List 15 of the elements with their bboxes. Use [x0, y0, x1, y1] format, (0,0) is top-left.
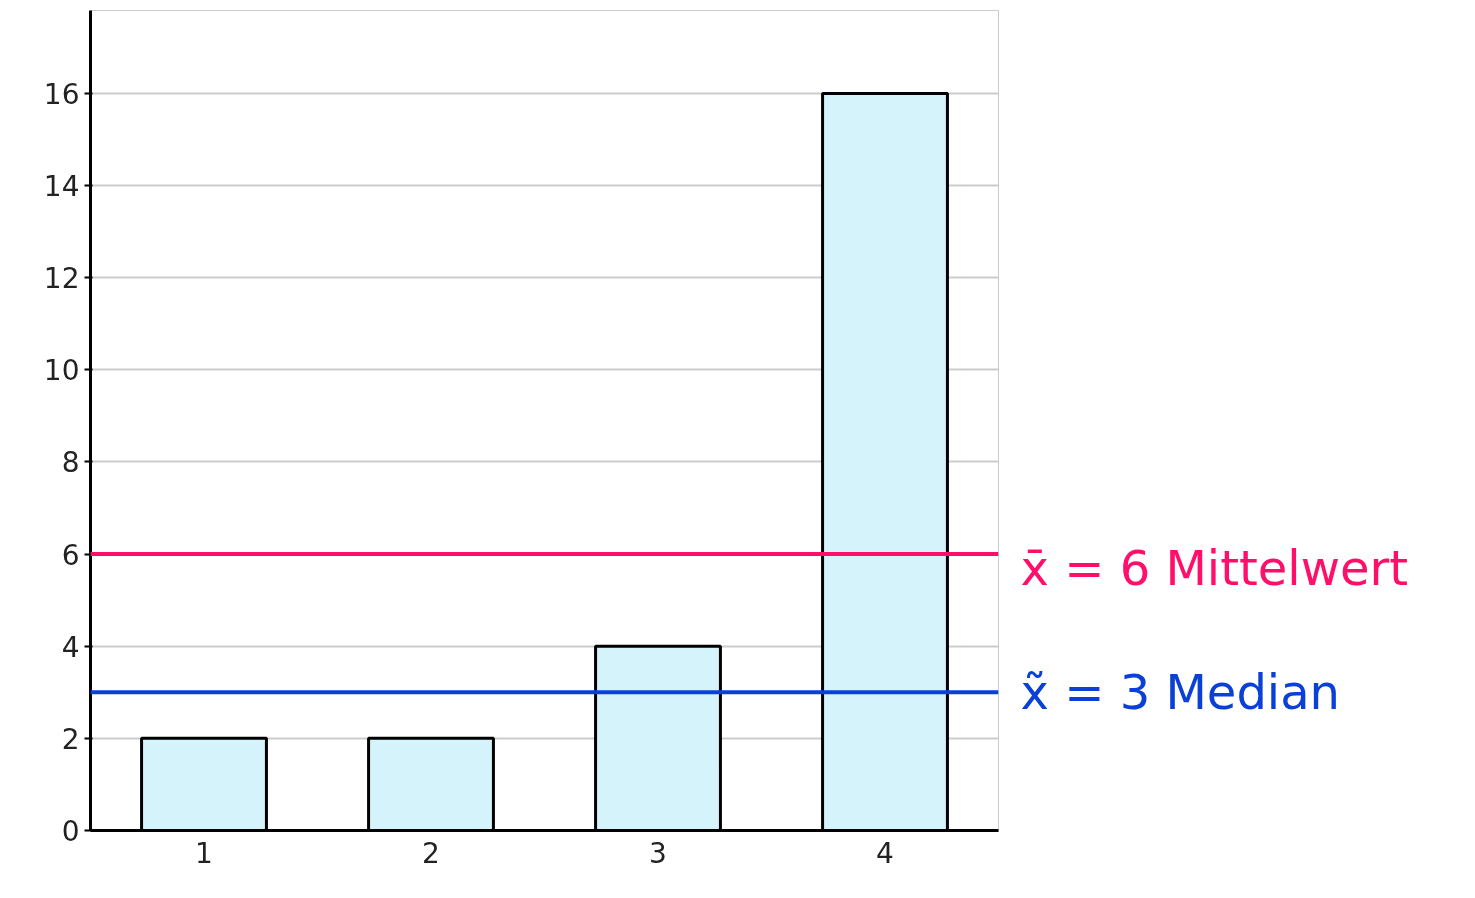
y-tick-label: 2 — [61, 722, 80, 756]
y-tick-label: 12 — [43, 262, 80, 296]
x-tick-label: 2 — [422, 836, 440, 870]
x-tick-label: 1 — [195, 836, 213, 870]
y-tick-label: 6 — [61, 538, 80, 572]
x-tick-label: 4 — [876, 836, 894, 870]
y-tick-label: 0 — [61, 815, 80, 848]
y-tick-label: 10 — [43, 354, 80, 388]
y-tick-label: 8 — [61, 446, 80, 480]
y-tick-label: 14 — [43, 170, 80, 204]
y-tick-label: 16 — [43, 77, 80, 111]
ref-line-label: x̄ = 6 Mittelwert — [1020, 540, 1409, 597]
ref-line-label: x̃ = 3 Median — [1020, 664, 1341, 721]
x-tick-label: 3 — [649, 836, 667, 870]
y-tick-label: 4 — [61, 630, 80, 664]
